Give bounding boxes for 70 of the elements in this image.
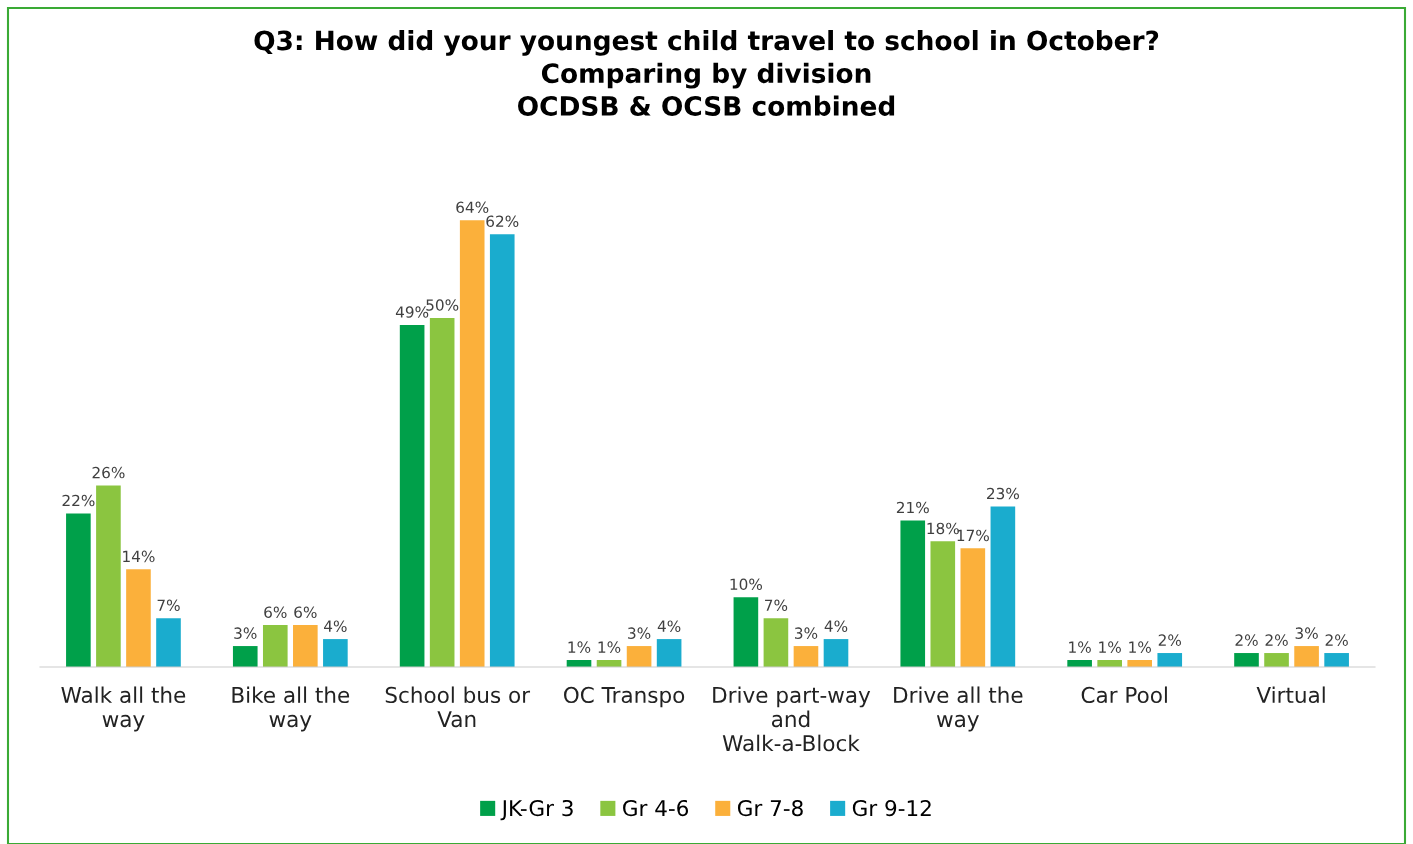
data-label: 2% xyxy=(1158,634,1182,646)
bar xyxy=(323,639,348,667)
data-label: 7% xyxy=(765,599,788,612)
data-label: 62% xyxy=(486,215,519,228)
bar xyxy=(960,548,986,667)
data-label: 1% xyxy=(1069,641,1091,653)
data-label: 3% xyxy=(234,627,257,639)
bar xyxy=(262,625,288,667)
data-label: 22% xyxy=(62,494,95,507)
bar xyxy=(823,639,849,667)
x-tick-label: Drive part-way and Walk-a-Block xyxy=(713,686,871,752)
legend-label: Gr 4-6 xyxy=(623,799,689,817)
x-tick-label: Car Pool xyxy=(1081,686,1167,704)
data-label: 4% xyxy=(824,620,848,632)
bar xyxy=(489,234,515,667)
data-label: 10% xyxy=(730,578,763,591)
x-tick-label: Virtual xyxy=(1256,686,1325,704)
bar xyxy=(1157,653,1183,667)
legend-label: JK-Gr 3 xyxy=(500,799,573,821)
bar xyxy=(733,597,759,667)
bar xyxy=(399,324,425,667)
data-label: 6% xyxy=(294,606,317,618)
data-label: 1% xyxy=(1129,641,1151,653)
data-label: 6% xyxy=(264,606,287,618)
bar xyxy=(793,646,819,667)
legend-label: Gr 9-12 xyxy=(852,799,931,817)
bar xyxy=(1234,653,1259,667)
bar xyxy=(656,639,682,667)
data-label: 1% xyxy=(598,641,621,653)
data-label: 64% xyxy=(456,201,489,214)
x-tick-label: Drive all the way xyxy=(894,686,1023,732)
bar xyxy=(126,569,151,667)
bar xyxy=(990,506,1016,667)
bar xyxy=(459,220,485,667)
bar xyxy=(232,646,258,667)
bar xyxy=(1324,653,1349,667)
chart-title: Q3: How did your youngest child travel to school in October? Comparing by division OCDSB & OCSB combined xyxy=(254,30,1159,116)
bar xyxy=(930,541,956,667)
legend-label: Gr 7-8 xyxy=(737,799,803,817)
x-tick-label: OC Transpo xyxy=(564,686,685,708)
bar xyxy=(900,520,926,667)
data-label: 18% xyxy=(927,522,959,535)
bar xyxy=(96,485,121,667)
data-label: 3% xyxy=(1295,627,1318,639)
data-label: 2% xyxy=(1325,634,1348,646)
x-tick-label: School bus or Van xyxy=(385,686,531,728)
bar xyxy=(293,625,318,667)
data-label: 3% xyxy=(628,627,651,639)
bar xyxy=(763,618,789,667)
bar xyxy=(626,646,652,667)
data-label: 14% xyxy=(123,550,155,563)
data-label: 17% xyxy=(957,529,989,542)
data-label: 21% xyxy=(896,501,929,514)
data-label: 3% xyxy=(795,627,818,639)
bar xyxy=(429,317,455,667)
data-label: 2% xyxy=(1235,634,1258,646)
bar xyxy=(1294,646,1319,667)
data-label: 2% xyxy=(1265,634,1288,646)
bar xyxy=(1264,653,1289,667)
x-tick-label: Walk all the way xyxy=(61,686,186,732)
bar xyxy=(66,513,91,667)
x-tick-label: Bike all the way xyxy=(232,686,350,732)
bar xyxy=(156,618,181,667)
data-label: 7% xyxy=(157,599,180,612)
data-label: 26% xyxy=(92,466,125,479)
data-label: 4% xyxy=(324,620,347,632)
data-label: 23% xyxy=(987,487,1019,500)
data-label: 1% xyxy=(568,641,591,653)
data-label: 4% xyxy=(657,620,681,632)
data-label: 1% xyxy=(1099,641,1121,653)
